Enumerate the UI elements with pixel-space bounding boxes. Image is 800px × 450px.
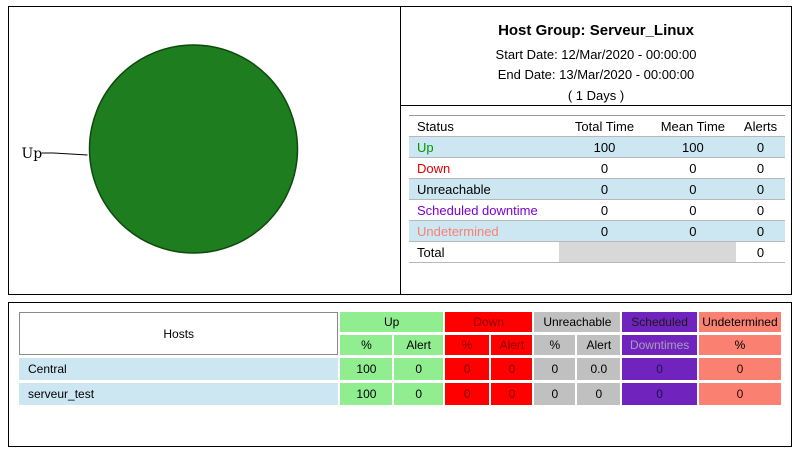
undetermined-pct-header: % [698, 335, 781, 355]
status-label-undetermined: Undetermined [409, 220, 560, 242]
total-total-time-empty [559, 241, 650, 263]
total-time-col-header: Total Time [559, 115, 650, 137]
scheduled-downtimes-header: Downtimes [622, 335, 697, 355]
report-duration: ( 1 Days ) [567, 87, 625, 103]
status-row-unreachable: Unreachable 0 0 0 [409, 178, 785, 200]
up-mean-time: 100 [649, 136, 737, 158]
status-table: Status Total Time Mean Time Alerts Up 10… [409, 115, 785, 263]
status-table-wrap: Status Total Time Mean Time Alerts Up 10… [401, 106, 791, 263]
total-alerts: 0 [736, 241, 785, 263]
cell-up-alert: 0 [394, 358, 443, 380]
cell-up-pct: 100 [340, 383, 393, 405]
cell-undetermined-pct: 0 [698, 358, 781, 380]
status-label-unreachable: Unreachable [409, 178, 560, 200]
undetermined-total-time: 0 [559, 220, 650, 242]
cell-scheduled-downtimes: 0 [622, 383, 697, 405]
up-pct-header: % [340, 335, 393, 355]
unreachable-mean-time: 0 [649, 178, 737, 200]
group-header-down: Down [444, 312, 533, 332]
status-row-total: Total 0 [409, 241, 785, 263]
down-alert-header: Alert [491, 335, 533, 355]
hosts-sub-header-row: % Alert % Alert % Alert Downtimes % [19, 335, 781, 355]
down-mean-time: 0 [649, 157, 737, 179]
undetermined-mean-time: 0 [649, 220, 737, 242]
cell-undetermined-pct: 0 [698, 383, 781, 405]
group-header-up: Up [340, 312, 443, 332]
pie-chart-panel: Up [9, 7, 401, 294]
cell-up-pct: 100 [340, 358, 393, 380]
host-row: Central 100 0 0 0 0 0.0 0 0 [19, 358, 781, 380]
status-row-undetermined: Undetermined 0 0 0 [409, 220, 785, 242]
hosts-group-header-row: Hosts Up Down Unreachable Scheduled Unde… [19, 312, 781, 355]
status-label-total: Total [409, 241, 560, 263]
hosts-col-header: Hosts [19, 312, 339, 355]
cell-scheduled-downtimes: 0 [622, 358, 697, 380]
report-end-date: End Date: 13/Mar/2020 - 00:00:00 [497, 67, 695, 83]
availability-pie-chart: Up [22, 44, 299, 254]
pie-callout-line [41, 152, 88, 156]
status-label-down: Down [409, 157, 560, 179]
scheduled-alerts: 0 [736, 199, 785, 221]
cell-down-alert: 0 [491, 383, 533, 405]
cell-up-alert: 0 [394, 383, 443, 405]
report-title: Host Group: Serveur_Linux [498, 22, 694, 39]
status-header-row: Status Total Time Mean Time Alerts [409, 115, 785, 137]
cell-unreachable-alert: 0 [577, 383, 621, 405]
host-name: serveur_test [19, 383, 339, 405]
cell-down-pct: 0 [444, 383, 490, 405]
status-row-scheduled-downtime: Scheduled downtime 0 0 0 [409, 199, 785, 221]
cell-unreachable-pct: 0 [534, 383, 576, 405]
undetermined-alerts: 0 [736, 220, 785, 242]
status-label-up: Up [409, 136, 560, 158]
up-alerts: 0 [736, 136, 785, 158]
report-header: Host Group: Serveur_Linux Start Date: 12… [401, 7, 791, 106]
up-alert-header: Alert [394, 335, 443, 355]
report-summary-panel: Up Host Group: Serveur_Linux Start Date:… [8, 6, 792, 295]
up-total-time: 100 [559, 136, 650, 158]
host-row: serveur_test 100 0 0 0 0 0 0 0 [19, 383, 781, 405]
cell-down-alert: 0 [491, 358, 533, 380]
scheduled-total-time: 0 [559, 199, 650, 221]
status-row-up: Up 100 100 0 [409, 136, 785, 158]
cell-down-pct: 0 [444, 358, 490, 380]
cell-unreachable-pct: 0 [534, 358, 576, 380]
hosts-table: Hosts Up Down Unreachable Scheduled Unde… [17, 309, 783, 408]
alerts-col-header: Alerts [736, 115, 785, 137]
cell-unreachable-alert: 0.0 [577, 358, 621, 380]
host-name: Central [19, 358, 339, 380]
unreachable-total-time: 0 [559, 178, 650, 200]
pie-slice-up [88, 44, 299, 254]
report-right-panel: Host Group: Serveur_Linux Start Date: 12… [401, 7, 791, 294]
hosts-panel: Hosts Up Down Unreachable Scheduled Unde… [8, 302, 792, 447]
status-col-header: Status [409, 115, 560, 137]
scheduled-mean-time: 0 [649, 199, 737, 221]
mean-time-col-header: Mean Time [649, 115, 737, 137]
pie-slice-label: Up [22, 146, 43, 162]
unreachable-alerts: 0 [736, 178, 785, 200]
down-pct-header: % [444, 335, 490, 355]
group-header-undetermined: Undetermined [698, 312, 781, 332]
down-total-time: 0 [559, 157, 650, 179]
report-start-date: Start Date: 12/Mar/2020 - 00:00:00 [495, 47, 697, 63]
group-header-unreachable: Unreachable [534, 312, 621, 332]
down-alerts: 0 [736, 157, 785, 179]
status-label-scheduled-downtime: Scheduled downtime [409, 199, 560, 221]
unreachable-alert-header: Alert [577, 335, 621, 355]
total-mean-time-empty [649, 241, 737, 263]
unreachable-pct-header: % [534, 335, 576, 355]
group-header-scheduled: Scheduled [622, 312, 697, 332]
status-row-down: Down 0 0 0 [409, 157, 785, 179]
